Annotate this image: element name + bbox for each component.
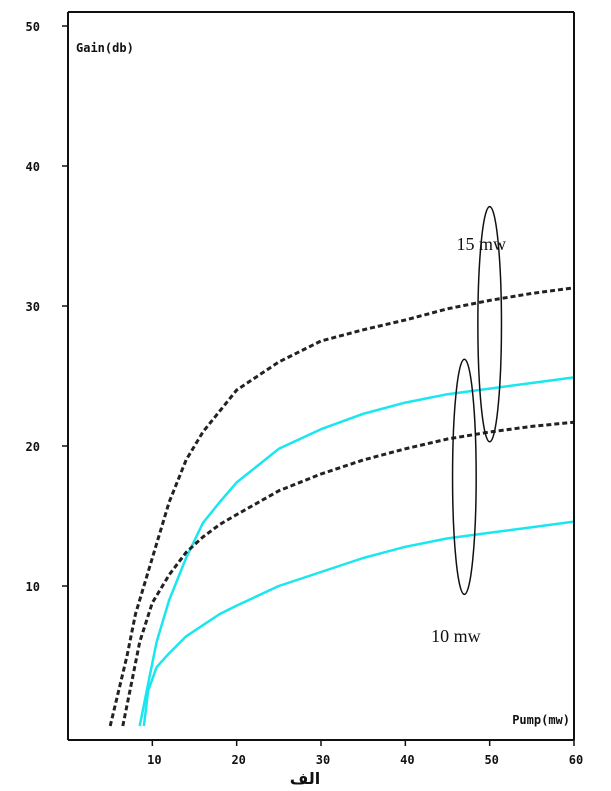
group-ellipse-2 bbox=[451, 358, 477, 596]
dashed-series-line-3 bbox=[121, 420, 574, 727]
dashed-series-line-1 bbox=[108, 286, 574, 727]
x-tick-label: 60 bbox=[569, 753, 583, 767]
y-tick-label: 30 bbox=[26, 300, 40, 314]
series-annotation-label: 10 mw bbox=[431, 626, 481, 646]
x-axis-title: Pump(mw) bbox=[512, 713, 570, 727]
annotation-layer: 15 mw 10 mw bbox=[431, 205, 506, 646]
y-tick-label: 50 bbox=[26, 20, 40, 34]
x-tick-label: 30 bbox=[316, 753, 330, 767]
x-tick-label: 20 bbox=[231, 753, 245, 767]
y-tick-label: 40 bbox=[26, 160, 40, 174]
x-tick-label: 40 bbox=[400, 753, 414, 767]
y-axis-title: Gain(db) bbox=[76, 41, 134, 55]
series-layer bbox=[108, 286, 574, 727]
y-tick-label: 20 bbox=[26, 440, 40, 454]
axis-layer: 10 20 30 40 50 10 20 30 40 50 60 bbox=[26, 11, 583, 767]
figure-caption: الف bbox=[290, 769, 321, 788]
group-ellipse-1 bbox=[477, 205, 503, 443]
solid-series-line-4 bbox=[142, 520, 574, 727]
solid-series-line-2 bbox=[138, 376, 574, 727]
x-tick-label: 10 bbox=[147, 753, 161, 767]
series-annotation-label: 15 mw bbox=[456, 234, 506, 254]
x-tick-label: 50 bbox=[484, 753, 498, 767]
y-tick-label: 10 bbox=[26, 580, 40, 594]
